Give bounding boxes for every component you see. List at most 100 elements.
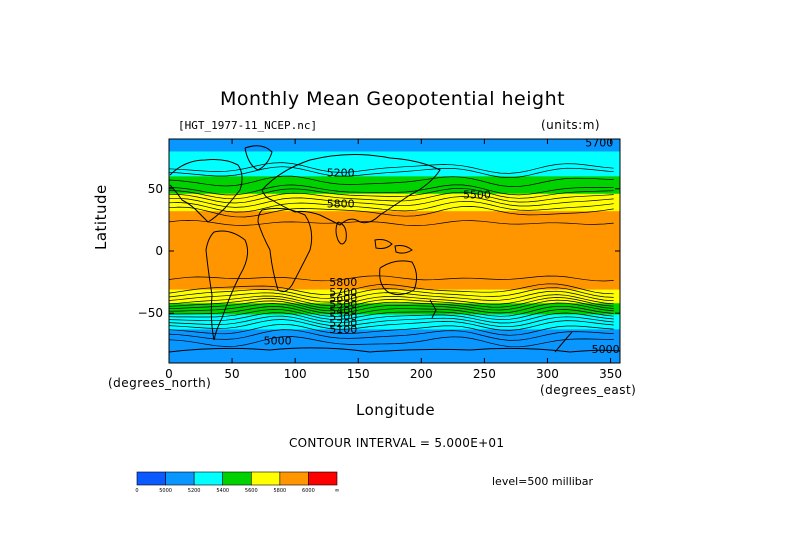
color-band <box>169 239 620 242</box>
color-band <box>169 172 620 175</box>
colorbar-swatch <box>193 471 224 486</box>
color-band <box>169 233 620 236</box>
color-band <box>169 280 620 283</box>
color-band <box>169 264 620 267</box>
level-label: level=500 millibar <box>492 475 594 488</box>
color-band <box>169 206 620 209</box>
color-band <box>169 350 620 353</box>
color-band <box>169 160 620 162</box>
color-band <box>169 246 620 248</box>
color-band <box>169 247 620 250</box>
color-band <box>169 216 620 218</box>
color-band <box>169 270 620 273</box>
x-axis-ticks: 0 50 100 150 200 250 300 350 <box>165 139 622 381</box>
color-band <box>169 185 620 187</box>
color-band <box>169 300 620 303</box>
color-band <box>169 257 620 260</box>
color-band <box>169 143 620 146</box>
contour-line <box>169 309 614 320</box>
color-band <box>169 346 620 349</box>
color-band <box>169 148 620 151</box>
color-band <box>169 182 620 185</box>
color-band <box>169 314 620 317</box>
color-band <box>169 139 620 141</box>
color-band <box>169 223 620 226</box>
color-band <box>169 167 620 170</box>
contour-value-labels: 5700520055005800580057005600550054005300… <box>264 136 620 356</box>
color-band <box>169 153 620 156</box>
contour-line <box>169 336 614 348</box>
x-units-label: (degrees_east) <box>540 383 637 397</box>
color-band <box>169 336 620 339</box>
color-band <box>169 343 620 345</box>
color-band <box>169 361 620 363</box>
contour-value-label: 5200 <box>327 166 355 179</box>
color-band <box>169 315 620 318</box>
x-tick-label: 50 <box>224 367 239 381</box>
color-band <box>169 198 620 201</box>
color-band <box>169 236 620 238</box>
contour-line <box>169 191 614 204</box>
color-band <box>169 340 620 343</box>
contour-line <box>169 329 614 341</box>
color-band <box>169 209 620 212</box>
color-band <box>169 224 620 227</box>
colorbar-swatch <box>165 471 195 486</box>
contour-value-label: 5700 <box>585 136 613 149</box>
color-band <box>169 140 620 143</box>
color-band <box>169 162 620 165</box>
color-band <box>169 229 620 232</box>
color-band <box>169 232 620 235</box>
contour-line <box>169 200 614 213</box>
x-tick-label: 250 <box>473 367 496 381</box>
color-band <box>169 188 620 191</box>
color-band <box>169 176 620 179</box>
color-band <box>169 237 620 240</box>
x-axis-label: Longitude <box>356 401 436 419</box>
contour-line <box>169 319 614 331</box>
color-band <box>169 193 620 196</box>
color-band <box>169 158 620 161</box>
contour-line <box>169 175 614 187</box>
color-band <box>169 178 620 181</box>
color-band <box>169 330 620 333</box>
color-band <box>169 305 620 308</box>
coastlines <box>169 145 620 353</box>
contour-line <box>169 162 614 174</box>
color-band <box>169 290 620 293</box>
color-band <box>169 142 620 145</box>
color-band <box>169 221 620 223</box>
x-tick-label: 350 <box>599 367 622 381</box>
color-band <box>169 289 620 292</box>
color-band <box>169 283 620 286</box>
color-band <box>169 217 620 220</box>
color-band <box>169 238 620 241</box>
color-band <box>169 251 620 253</box>
color-band <box>169 284 620 287</box>
contour-line <box>169 283 614 295</box>
colorbar-label: 5200 <box>188 488 201 494</box>
color-band <box>169 254 620 257</box>
color-band <box>169 262 620 265</box>
color-band <box>169 186 620 189</box>
color-band <box>169 345 620 348</box>
color-band <box>169 207 620 210</box>
color-band <box>169 201 620 204</box>
color-band <box>169 197 620 200</box>
color-band <box>169 248 620 251</box>
color-band <box>169 320 620 323</box>
color-band <box>169 258 620 261</box>
color-band <box>169 355 620 358</box>
color-band <box>169 145 620 148</box>
color-band <box>169 218 620 221</box>
contour-value-label: 5500 <box>463 189 491 202</box>
color-band <box>169 344 620 347</box>
color-band <box>169 227 620 230</box>
y-axis-label: Latitude <box>92 184 110 250</box>
color-band <box>169 334 620 337</box>
colorbar-end-label: ∞ <box>335 487 340 494</box>
color-band <box>169 308 620 311</box>
color-band <box>169 302 620 304</box>
color-band <box>169 265 620 268</box>
color-band <box>169 333 620 335</box>
